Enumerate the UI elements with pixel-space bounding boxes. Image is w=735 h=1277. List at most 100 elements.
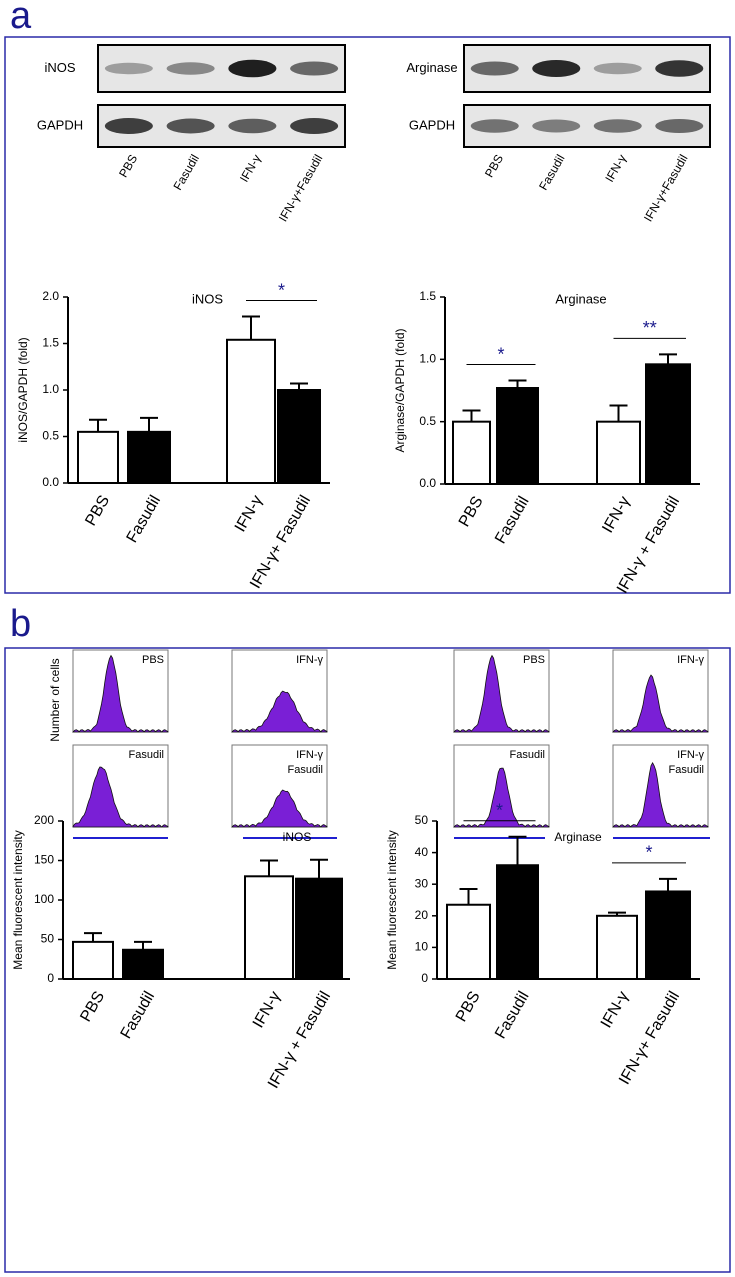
bar [77, 430, 119, 485]
bar [72, 940, 114, 980]
y-tick-label: 100 [34, 892, 54, 906]
group-label: Arginase [554, 830, 602, 844]
lane-label: PBS [116, 152, 140, 180]
y-tick-label: 0.5 [419, 414, 436, 428]
blot-band [290, 61, 339, 76]
histogram-label: PBS [523, 654, 545, 666]
histogram-label: IFN-γ [296, 654, 323, 666]
bar [645, 890, 691, 981]
y-tick-label: 1.0 [42, 382, 59, 396]
lane-label: IFN-γ+Fasudil [641, 152, 691, 224]
y-tick-label: 30 [415, 876, 429, 890]
x-tick-label: IFN-γ [250, 989, 284, 1031]
y-tick-label: 150 [34, 853, 54, 867]
lane-label: IFN-γ+Fasudil [276, 152, 326, 224]
blot-band [470, 61, 519, 76]
significance-label: * [496, 801, 503, 821]
x-tick-label: PBS [456, 494, 487, 530]
histogram [72, 654, 169, 733]
chart-title: iNOS [192, 291, 223, 306]
histogram-label: Fasudil [510, 749, 545, 761]
x-tick-label: PBS [453, 989, 484, 1025]
histogram-label: Fasudil [669, 764, 704, 776]
x-tick-label: PBS [77, 989, 108, 1025]
y-tick-label: 0 [421, 971, 428, 985]
blot-band [593, 62, 642, 75]
blot-band [593, 119, 642, 133]
y-axis-label: Arginase/GAPDH (fold) [393, 328, 407, 452]
blot-band [532, 119, 581, 133]
significance-label: * [645, 843, 652, 863]
bar [452, 420, 491, 485]
blot-band [104, 62, 153, 75]
bar [295, 877, 343, 980]
y-tick-label: 40 [415, 845, 429, 859]
bar [496, 387, 539, 485]
blot-label: GAPDH [409, 117, 455, 132]
chart-title: Arginase [555, 291, 606, 306]
blot-band [166, 62, 215, 75]
y-tick-label: 50 [41, 932, 55, 946]
histogram-label: IFN-γ [677, 654, 704, 666]
significance-label: * [497, 344, 504, 364]
bar [596, 914, 638, 980]
blot-label: GAPDH [37, 117, 83, 132]
y-axis-label: iNOS/GAPDH (fold) [16, 337, 30, 442]
bar [122, 948, 164, 981]
lane-label: Fasudil [536, 152, 567, 193]
blot-band [290, 118, 339, 134]
x-tick-label: Fasudil [492, 989, 533, 1042]
bar [226, 338, 276, 484]
histogram-label: Fasudil [288, 764, 323, 776]
y-tick-label: 0.0 [419, 476, 436, 490]
bar [277, 389, 321, 484]
histogram-y-label: Number of cells [48, 658, 62, 741]
y-tick-label: 0.0 [42, 475, 59, 489]
blot-band [166, 118, 215, 134]
x-tick-label: IFN-γ [232, 493, 266, 535]
y-tick-label: 0.5 [42, 429, 59, 443]
x-tick-label: Fasudil [492, 494, 533, 547]
bar [596, 420, 641, 485]
y-axis-label: Mean fluorescent intensity [11, 830, 25, 969]
x-tick-label: IFN-γ [599, 494, 633, 536]
blot-label: Arginase [406, 60, 457, 75]
blot-band [228, 118, 277, 134]
panel-frame [4, 36, 731, 594]
histogram [453, 767, 550, 828]
significance-label: ** [643, 318, 657, 338]
y-tick-label: 50 [415, 813, 429, 827]
y-tick-label: 20 [415, 908, 429, 922]
panel-label: a [10, 0, 32, 37]
y-tick-label: 0 [47, 971, 54, 985]
x-tick-label: Fasudil [118, 989, 159, 1042]
histogram-label: IFN-γ [296, 749, 323, 761]
blot-band [532, 60, 581, 77]
histogram-label: Fasudil [129, 749, 164, 761]
panel-frame [4, 647, 731, 1273]
significance-label: * [278, 280, 285, 300]
y-tick-label: 2.0 [42, 289, 59, 303]
blot-band [228, 59, 277, 78]
bar [244, 875, 294, 980]
y-tick-label: 1.5 [42, 336, 59, 350]
histogram [612, 761, 709, 828]
y-tick-label: 1.0 [419, 352, 436, 366]
blot-band [104, 118, 153, 134]
lane-label: IFN-γ [237, 152, 264, 184]
panel-label: b [10, 603, 31, 645]
histogram [612, 674, 709, 733]
bar [645, 363, 691, 486]
x-tick-label: PBS [82, 493, 113, 529]
histogram [231, 789, 328, 828]
blot-band [470, 119, 519, 133]
y-tick-label: 200 [34, 813, 54, 827]
bar [446, 903, 491, 980]
x-tick-label: IFN-γ [598, 989, 632, 1031]
y-tick-label: 1.5 [419, 289, 436, 303]
blot-band [655, 119, 704, 133]
lane-label: IFN-γ [602, 152, 629, 184]
lane-label: Fasudil [171, 152, 202, 193]
histogram-label: IFN-γ [677, 749, 704, 761]
